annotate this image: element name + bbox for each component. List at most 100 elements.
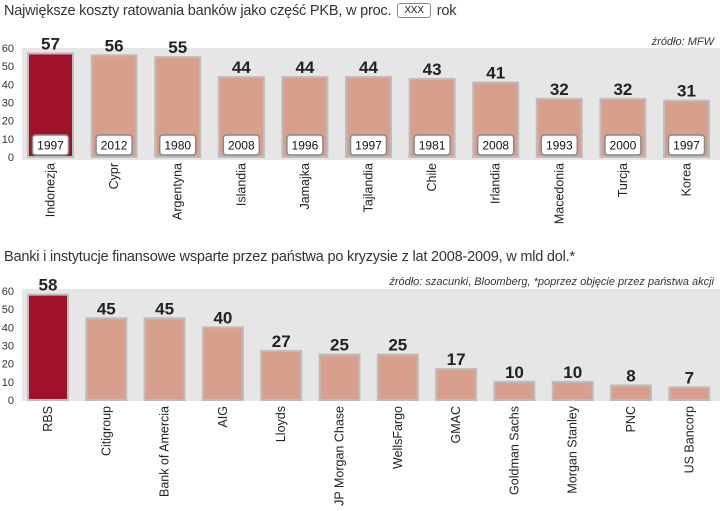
- chart2-bar-11: [668, 386, 711, 401]
- chart2-value-label: 40: [213, 308, 232, 327]
- chart1-ytick-label: 10: [2, 134, 14, 146]
- chart2-value-label: 58: [39, 276, 58, 295]
- chart1-ytick-label: 0: [8, 152, 14, 164]
- chart1-value-label: 57: [41, 34, 60, 53]
- chart2-ytick-label: 20: [2, 359, 14, 371]
- chart2-bar-3: [201, 326, 244, 402]
- chart2-value-label: 45: [97, 299, 116, 318]
- chart1-ytick-label: 50: [2, 61, 14, 73]
- chart1-year-box: [95, 134, 133, 156]
- chart2-category-label: Citigroup: [99, 406, 113, 456]
- chart1: 0 10 20 30 40 50 60 57 1997 Indonezja 56 2012 Cypr 55…: [2, 34, 710, 224]
- chart2-bar-9: [551, 380, 594, 402]
- chart2-bar-7: [435, 368, 478, 402]
- chart2-bar-5: [318, 353, 361, 402]
- chart2-ytick-label: 40: [2, 322, 14, 334]
- chart1-category-label: Macedonia: [552, 163, 566, 224]
- chart2-value-label: 25: [330, 336, 349, 355]
- chart2-category-label: RBS: [41, 406, 55, 432]
- chart1-year-label: 1981: [419, 139, 446, 153]
- chart2-category-label: JP Morgan Chase: [333, 406, 347, 506]
- chart1-source: źródło: MFW: [651, 36, 714, 48]
- chart1-title-legend-box: XXX: [397, 3, 431, 18]
- chart1-year-label: 1996: [292, 139, 319, 153]
- chart1-value-label: 56: [105, 36, 124, 55]
- chart2-value-label: 17: [447, 350, 466, 369]
- chart2-bar-0: [27, 293, 69, 401]
- chart1-year-label: 1980: [164, 139, 191, 153]
- chart1-category-label: Jamajka: [298, 163, 312, 210]
- chart1-year-label: 2008: [228, 139, 255, 153]
- chart1-category-label: Cypr: [107, 163, 121, 189]
- chart2-ytick-label: 30: [2, 341, 14, 353]
- chart1-value-label: 44: [359, 58, 378, 77]
- chart2-category-label: Goldman Sachs: [507, 406, 521, 495]
- chart2-ytick-label: 0: [8, 395, 14, 407]
- chart1-ytick-label: 30: [2, 98, 14, 110]
- chart2-title: Banki i instytucje finansowe wsparte prz…: [4, 249, 575, 265]
- chart1-year-box: [158, 134, 197, 156]
- chart1-value-label: 32: [613, 80, 632, 99]
- chart2-category-label: PNC: [624, 406, 638, 432]
- chart1-category-label: Tajlandia: [362, 163, 376, 212]
- chart1-category-label: Indonezja: [44, 163, 58, 217]
- chart1-year-label: 2008: [482, 139, 509, 153]
- chart1-year-box: [540, 134, 579, 156]
- chart2-bar-10: [610, 384, 652, 402]
- chart2-category-label: Bank of Amercia: [158, 406, 172, 497]
- chart1-year-box: [31, 134, 70, 156]
- chart1-value-label: 44: [232, 58, 251, 77]
- chart1-year-box: [222, 134, 261, 156]
- chart2-category-label: Morgan Stanley: [566, 405, 580, 493]
- chart1-value-label: 55: [168, 38, 187, 57]
- chart1-year-box: [667, 134, 706, 156]
- chart1-category-label: Islandia: [234, 163, 248, 206]
- chart2-category-label: WellsFargo: [391, 406, 405, 469]
- chart2-ytick-label: 50: [2, 304, 14, 316]
- chart1-year-label: 1997: [37, 139, 64, 153]
- chart1-year-label: 1993: [546, 139, 573, 153]
- chart2-value-label: 8: [626, 366, 635, 385]
- chart1-ytick-label: 20: [2, 116, 14, 128]
- chart2-category-label: Lloyds: [274, 406, 288, 442]
- chart1-category-label: Turcja: [616, 163, 630, 197]
- chart1-year-box: [349, 134, 388, 156]
- chart1-year-box: [476, 134, 515, 156]
- chart2-category-label: GMAC: [449, 406, 463, 444]
- chart2-category-label: US Bancorp: [682, 406, 696, 473]
- chart2-bar-2: [143, 317, 186, 401]
- chart2-value-label: 7: [685, 368, 694, 387]
- chart2-ytick-label: 60: [2, 286, 14, 298]
- chart1-value-label: 44: [295, 58, 314, 77]
- chart1-category-label: Chile: [425, 163, 439, 192]
- chart2-value-label: 10: [563, 363, 582, 382]
- chart1-year-box: [413, 134, 451, 156]
- chart2-bar-6: [376, 353, 419, 402]
- chart2-bar-4: [260, 349, 303, 402]
- chart2-ytick-label: 10: [2, 377, 14, 389]
- chart1-title-suffix: rok: [436, 3, 457, 19]
- chart1-year-label: 2000: [610, 139, 637, 153]
- chart1-year-label: 1997: [673, 139, 700, 153]
- chart1-category-label: Korea: [680, 163, 694, 196]
- chart1-ytick-label: 60: [2, 43, 14, 55]
- chart1-value-label: 43: [423, 60, 442, 79]
- chart1-category-label: Irlandia: [489, 163, 503, 204]
- chart1-value-label: 32: [550, 80, 569, 99]
- chart2-value-label: 10: [505, 363, 524, 382]
- chart2-bar-1: [85, 317, 128, 401]
- chart2-plot-background: [22, 289, 720, 401]
- chart1-category-label: Argentyna: [171, 163, 185, 220]
- chart1-year-label: 2012: [101, 139, 128, 153]
- chart1-value-label: 41: [486, 64, 505, 83]
- chart2-value-label: 25: [388, 336, 407, 355]
- chart1-title-text: Największe koszty ratowania banków jako …: [4, 3, 392, 19]
- chart1-value-label: 31: [677, 82, 696, 101]
- chart2-category-label: AIG: [216, 406, 230, 428]
- chart1-year-label: 1997: [355, 139, 382, 153]
- chart1-year-box: [286, 134, 324, 156]
- chart2-value-label: 45: [155, 299, 174, 318]
- chart2-source: źródło: szacunki, Bloomberg, *poprzez ob…: [389, 276, 714, 288]
- chart2-value-label: 27: [272, 332, 291, 351]
